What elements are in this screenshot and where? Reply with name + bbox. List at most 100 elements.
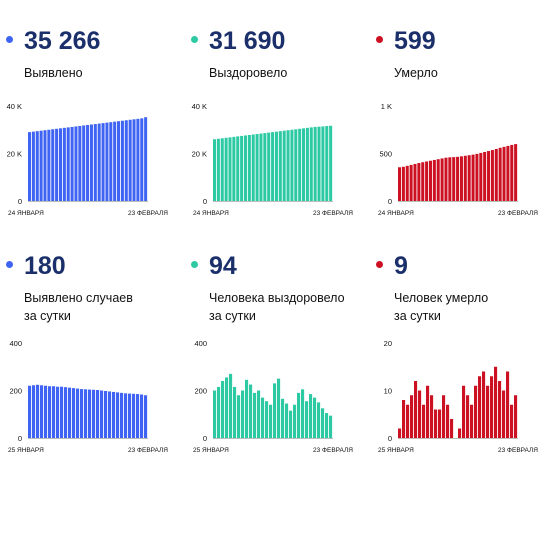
bar — [82, 125, 86, 201]
bar — [100, 390, 104, 438]
bar — [440, 158, 444, 201]
y-tick-label: 200 — [9, 387, 22, 396]
bar — [486, 385, 490, 438]
bar — [116, 392, 120, 438]
bar — [128, 119, 132, 201]
bar — [321, 408, 325, 438]
bar — [305, 401, 309, 438]
bar — [267, 132, 271, 201]
daily-detected-label-line1: Выявлено случаев — [24, 291, 133, 305]
bar — [247, 134, 251, 201]
bar — [88, 389, 92, 438]
bar — [294, 129, 298, 201]
bar — [462, 385, 466, 438]
bar — [253, 392, 257, 439]
bar — [225, 377, 229, 438]
bar — [325, 413, 329, 438]
y-tick-label: 1 K — [381, 102, 392, 111]
bar — [474, 385, 478, 438]
bar — [261, 397, 265, 439]
bar — [96, 390, 100, 438]
bar — [76, 388, 80, 438]
bar — [317, 402, 321, 439]
bar — [66, 127, 70, 202]
bar — [84, 389, 88, 438]
bar — [482, 371, 486, 438]
bar — [113, 121, 117, 201]
bar — [78, 125, 82, 201]
bar — [305, 127, 309, 201]
bar — [413, 163, 417, 201]
bar — [136, 118, 140, 201]
bar — [241, 390, 245, 438]
daily-died-value: 9 — [394, 252, 408, 280]
bar — [271, 132, 275, 202]
bar — [233, 386, 237, 438]
bar — [124, 120, 128, 201]
bar — [293, 404, 297, 438]
bar — [213, 139, 217, 201]
bar — [55, 128, 59, 201]
bar — [109, 122, 113, 201]
bar — [475, 153, 479, 201]
y-tick-label: 40 K — [7, 102, 22, 111]
total-recovered-value: 31 690 — [209, 27, 286, 55]
detected-total-chart: 0 20 K 40 K 24 ЯНВАРЯ 23 ФЕВРАЛЯ — [7, 102, 169, 217]
total-died-label: Умерло — [394, 66, 438, 80]
daily-recovered-value: 94 — [209, 252, 237, 280]
bar — [418, 390, 422, 438]
bar — [89, 124, 93, 201]
y-tick-label: 40 K — [192, 102, 207, 111]
bar — [217, 386, 221, 438]
bar — [510, 404, 514, 438]
bar — [401, 166, 405, 201]
bar — [450, 419, 454, 438]
bar — [240, 135, 244, 201]
bar — [470, 404, 474, 438]
bar — [432, 159, 436, 201]
bar — [490, 150, 494, 201]
bar — [101, 123, 105, 201]
panel-daily-detected: 180 Выявлено случаев за сутки 0 200 400 25 … — [0, 249, 175, 474]
bar — [467, 155, 471, 201]
bar — [428, 160, 432, 201]
bar — [117, 121, 121, 201]
total-died-value: 599 — [394, 27, 436, 55]
x-end-label: 23 ФЕВРАЛЯ — [498, 210, 538, 217]
bar — [302, 128, 306, 201]
bar — [265, 401, 269, 438]
bar — [120, 120, 124, 201]
bar — [417, 163, 421, 201]
bar — [120, 392, 124, 439]
bar — [40, 385, 44, 438]
bar — [136, 394, 140, 438]
legend-dot — [376, 261, 383, 268]
bar — [269, 404, 273, 438]
y-tick-label: 500 — [379, 150, 392, 159]
died-total-chart: 0 500 1 K 24 ЯНВАРЯ 23 ФЕВРАЛЯ — [378, 102, 538, 217]
legend-dot — [6, 261, 13, 268]
y-tick-label: 200 — [194, 387, 207, 396]
y-tick-label: 0 — [18, 434, 22, 443]
bar — [58, 128, 62, 201]
bar — [456, 156, 460, 201]
bar — [506, 371, 510, 438]
bar — [463, 155, 467, 201]
bar — [51, 129, 55, 201]
bar — [471, 154, 475, 201]
y-tick-label: 400 — [9, 339, 22, 348]
bar — [43, 130, 47, 201]
bar — [259, 133, 263, 201]
bar — [309, 127, 313, 202]
bar — [108, 391, 112, 438]
x-start-label: 25 ЯНВАРЯ — [8, 447, 44, 454]
bar — [112, 391, 116, 438]
bar — [478, 376, 482, 438]
died-daily-chart: 0 10 20 25 ЯНВАРЯ 23 ФЕВРАЛЯ — [378, 339, 538, 454]
total-detected-label: Выявлено — [24, 66, 83, 80]
bar — [236, 136, 240, 201]
legend-dot — [6, 36, 13, 43]
bar — [105, 122, 109, 202]
y-tick-label: 0 — [203, 434, 207, 443]
bar — [329, 415, 333, 438]
